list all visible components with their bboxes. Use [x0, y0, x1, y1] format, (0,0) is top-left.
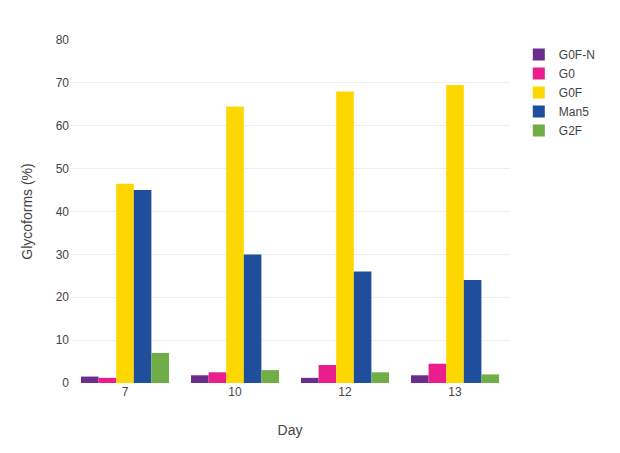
svg-text:10: 10	[228, 385, 242, 399]
svg-text:80: 80	[56, 33, 70, 47]
svg-text:10: 10	[56, 333, 70, 347]
svg-text:12: 12	[338, 385, 352, 399]
svg-text:40: 40	[56, 205, 70, 219]
svg-text:30: 30	[56, 248, 70, 262]
svg-text:Glycoforms (%): Glycoforms (%)	[19, 163, 35, 259]
svg-text:Day: Day	[278, 422, 303, 438]
svg-text:7: 7	[122, 385, 129, 399]
svg-text:50: 50	[56, 162, 70, 176]
svg-text:60: 60	[56, 119, 70, 133]
svg-text:0: 0	[62, 376, 69, 390]
svg-text:13: 13	[448, 385, 462, 399]
svg-text:G0F: G0F	[559, 86, 582, 100]
svg-text:G2F: G2F	[559, 124, 582, 138]
svg-text:G0F-N: G0F-N	[559, 48, 595, 62]
svg-text:20: 20	[56, 290, 70, 304]
svg-text:G0: G0	[559, 67, 575, 81]
svg-text:Man5: Man5	[559, 105, 589, 119]
svg-text:70: 70	[56, 76, 70, 90]
